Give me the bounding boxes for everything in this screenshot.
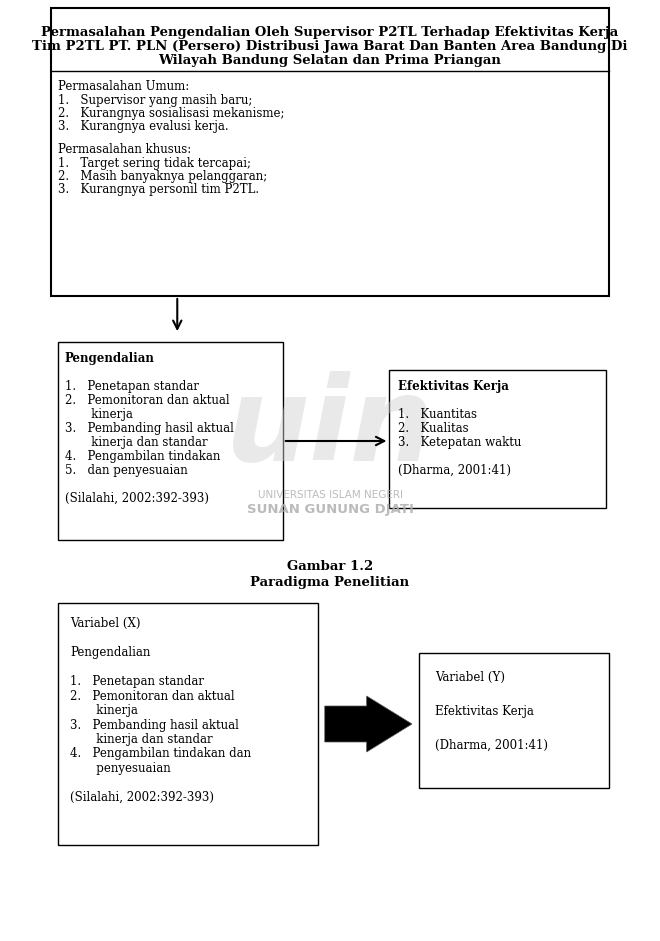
Text: kinerja dan standar: kinerja dan standar xyxy=(65,436,207,449)
Text: Gambar 1.2: Gambar 1.2 xyxy=(287,560,373,573)
Text: uin: uin xyxy=(226,371,434,486)
Bar xyxy=(51,8,609,296)
Text: 5.   dan penyesuaian: 5. dan penyesuaian xyxy=(65,464,187,477)
Text: 3.   Kurangnya evalusi kerja.: 3. Kurangnya evalusi kerja. xyxy=(57,120,228,133)
Text: 2.   Pemonitoran dan aktual: 2. Pemonitoran dan aktual xyxy=(65,394,229,407)
Bar xyxy=(57,342,283,540)
Text: 2.   Kualitas: 2. Kualitas xyxy=(398,422,469,435)
Text: SUNAN GUNUNG DJATI: SUNAN GUNUNG DJATI xyxy=(247,502,413,516)
Bar xyxy=(57,603,317,845)
Text: kinerja: kinerja xyxy=(70,704,138,717)
Text: Wilayah Bandung Selatan dan Prima Priangan: Wilayah Bandung Selatan dan Prima Priang… xyxy=(158,54,502,67)
Text: Pengendalian: Pengendalian xyxy=(70,646,150,659)
Text: 1.   Supervisor yang masih baru;: 1. Supervisor yang masih baru; xyxy=(57,94,252,107)
Text: kinerja dan standar: kinerja dan standar xyxy=(70,733,213,746)
Text: 3.   Kurangnya personil tim P2TL.: 3. Kurangnya personil tim P2TL. xyxy=(57,183,259,196)
Text: Variabel (X): Variabel (X) xyxy=(70,617,141,630)
Text: 1.   Kuantitas: 1. Kuantitas xyxy=(398,408,477,421)
Text: 2.   Pemonitoran dan aktual: 2. Pemonitoran dan aktual xyxy=(70,690,234,703)
Text: Pengendalian: Pengendalian xyxy=(65,352,154,365)
Text: Efektivitas Kerja: Efektivitas Kerja xyxy=(398,380,509,393)
Text: (Silalahi, 2002:392-393): (Silalahi, 2002:392-393) xyxy=(70,791,214,804)
Text: 3.   Ketepatan waktu: 3. Ketepatan waktu xyxy=(398,436,521,449)
Text: UNIVERSITAS ISLAM NEGERI: UNIVERSITAS ISLAM NEGERI xyxy=(257,490,403,500)
Text: 1.   Penetapan standar: 1. Penetapan standar xyxy=(65,380,199,393)
Text: Variabel (Y): Variabel (Y) xyxy=(435,671,505,684)
Polygon shape xyxy=(325,696,412,752)
Text: 4.   Pengambilan tindakan: 4. Pengambilan tindakan xyxy=(65,450,220,463)
Text: (Silalahi, 2002:392-393): (Silalahi, 2002:392-393) xyxy=(65,492,209,505)
Text: Permasalahan khusus:: Permasalahan khusus: xyxy=(57,143,191,156)
Text: 2.   Masih banyaknya pelanggaran;: 2. Masih banyaknya pelanggaran; xyxy=(57,170,267,183)
Text: 1.   Penetapan standar: 1. Penetapan standar xyxy=(70,675,204,688)
Bar xyxy=(419,653,609,788)
Text: (Dharma, 2001:41): (Dharma, 2001:41) xyxy=(398,464,511,477)
Text: Tim P2TL PT. PLN (Persero) Distribusi Jawa Barat Dan Banten Area Bandung Di: Tim P2TL PT. PLN (Persero) Distribusi Ja… xyxy=(32,40,628,53)
Text: 1.   Target sering tidak tercapai;: 1. Target sering tidak tercapai; xyxy=(57,157,251,170)
Text: Permasalahan Pengendalian Oleh Supervisor P2TL Terhadap Efektivitas Kerja: Permasalahan Pengendalian Oleh Superviso… xyxy=(42,26,618,39)
Text: 4.   Pengambilan tindakan dan: 4. Pengambilan tindakan dan xyxy=(70,747,251,760)
Text: Paradigma Penelitian: Paradigma Penelitian xyxy=(250,576,410,589)
Text: 2.   Kurangnya sosialisasi mekanisme;: 2. Kurangnya sosialisasi mekanisme; xyxy=(57,107,284,120)
Text: 3.   Pembanding hasil aktual: 3. Pembanding hasil aktual xyxy=(70,719,239,731)
Text: (Dharma, 2001:41): (Dharma, 2001:41) xyxy=(435,739,548,752)
Text: kinerja: kinerja xyxy=(65,408,133,421)
Text: Permasalahan Umum:: Permasalahan Umum: xyxy=(57,80,189,93)
Text: 3.   Pembanding hasil aktual: 3. Pembanding hasil aktual xyxy=(65,422,234,435)
Bar xyxy=(389,370,606,508)
Text: penyesuaian: penyesuaian xyxy=(70,762,171,775)
Text: Efektivitas Kerja: Efektivitas Kerja xyxy=(435,705,533,718)
